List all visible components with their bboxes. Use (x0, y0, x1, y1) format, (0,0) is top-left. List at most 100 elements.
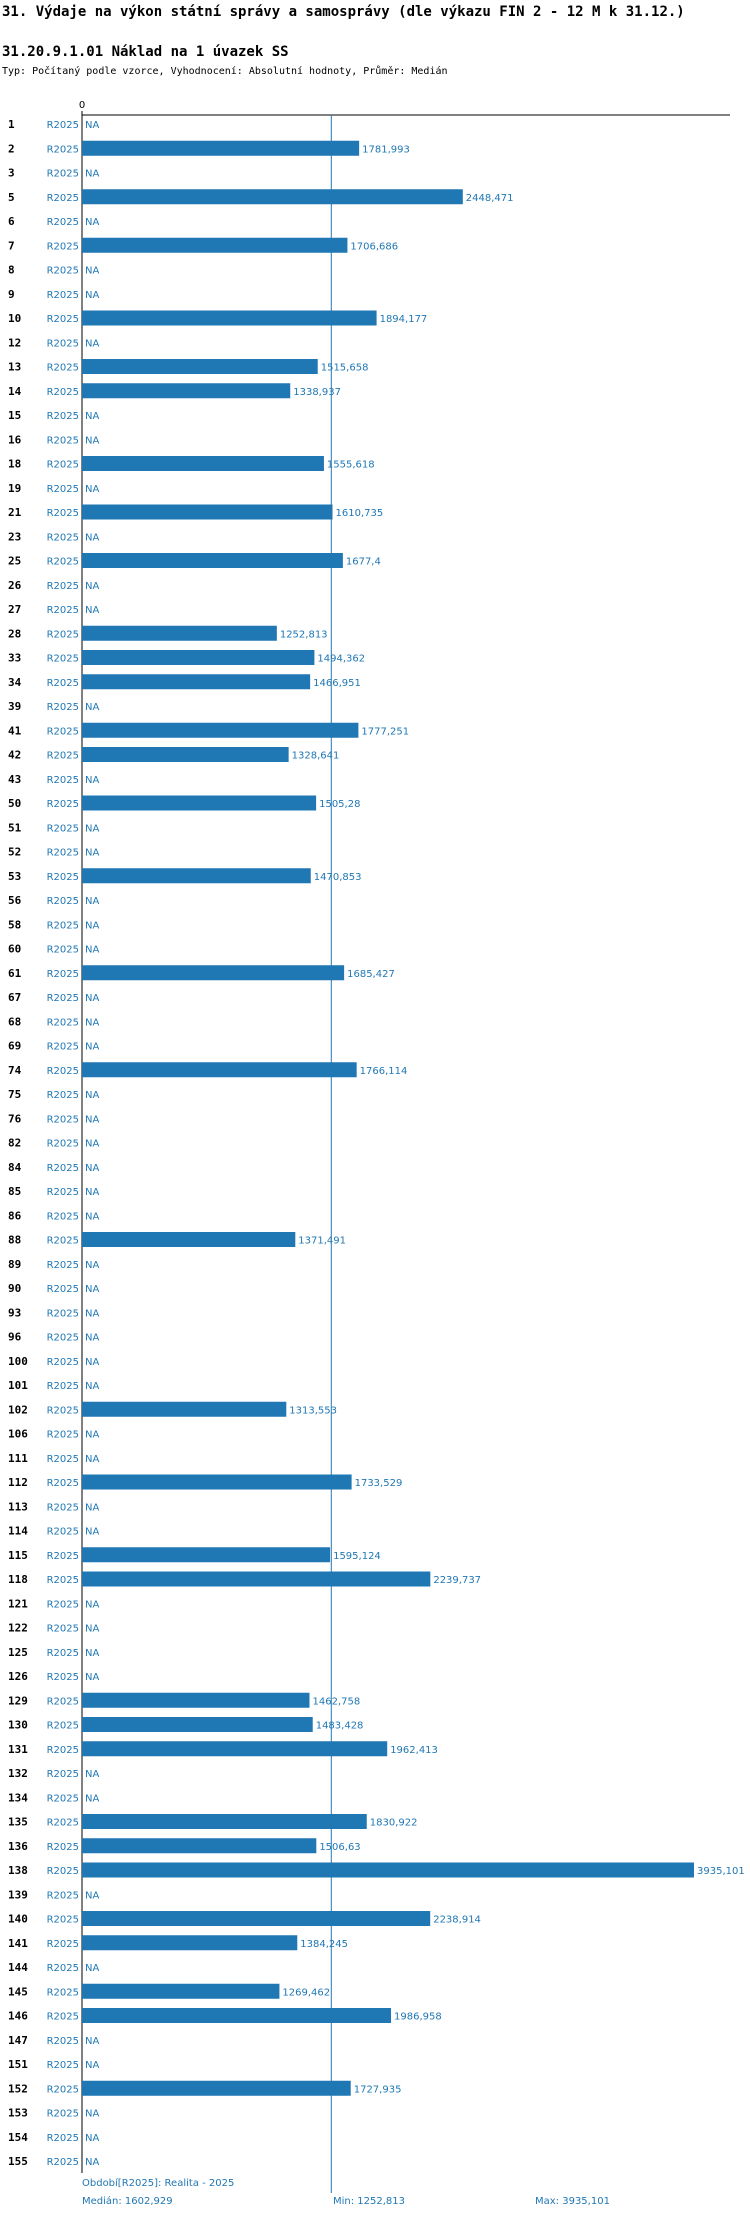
row-period-label: R2025 (47, 1721, 79, 1732)
bar-value-label: 1685,427 (347, 969, 395, 980)
row-na-label: NA (85, 2109, 99, 2120)
row-na-label: NA (85, 1211, 99, 1222)
row-period-label: R2025 (47, 1284, 79, 1295)
row-label: 114 (8, 1525, 28, 1538)
row-label: 25 (8, 555, 21, 568)
row-label: 13 (8, 361, 21, 374)
row-label: 89 (8, 1258, 21, 1271)
row-period-label: R2025 (47, 241, 79, 252)
row-period-label: R2025 (47, 144, 79, 155)
row-label: 6 (8, 215, 15, 228)
row-na-label: NA (85, 1042, 99, 1053)
row-label: 53 (8, 870, 21, 883)
row-period-label: R2025 (47, 945, 79, 956)
row-label: 100 (8, 1355, 28, 1368)
row-period-label: R2025 (47, 2036, 79, 2047)
data-bar (82, 1717, 313, 1732)
data-bar (82, 504, 333, 520)
data-bar (82, 2080, 351, 2096)
row-period-label: R2025 (47, 1042, 79, 1053)
bar-value-label: 1830,922 (370, 1818, 418, 1829)
row-label: 9 (8, 288, 15, 301)
row-period-label: R2025 (47, 1163, 79, 1174)
row-na-label: NA (85, 848, 99, 859)
row-na-label: NA (85, 581, 99, 592)
data-bar (82, 1935, 298, 1951)
row-na-label: NA (85, 1648, 99, 1659)
data-bar (82, 310, 377, 326)
bar-value-label: 1328,641 (292, 751, 340, 762)
row-period-label: R2025 (47, 1551, 79, 1562)
row-label: 34 (8, 676, 22, 689)
row-period-label: R2025 (47, 605, 79, 616)
row-period-label: R2025 (47, 1769, 79, 1780)
data-bar (82, 189, 463, 205)
row-period-label: R2025 (47, 1745, 79, 1756)
row-period-label: R2025 (47, 726, 79, 737)
row-period-label: R2025 (47, 314, 79, 325)
data-bar (82, 1983, 280, 1999)
row-na-label: NA (85, 169, 99, 180)
row-label: 28 (8, 627, 21, 640)
row-period-label: R2025 (47, 290, 79, 301)
row-period-label: R2025 (47, 1260, 79, 1271)
row-period-label: R2025 (47, 508, 79, 519)
row-period-label: R2025 (47, 775, 79, 786)
row-na-label: NA (85, 411, 99, 422)
row-period-label: R2025 (47, 557, 79, 568)
data-bar (82, 1232, 296, 1247)
row-period-label: R2025 (47, 2084, 79, 2095)
data-bar (82, 795, 317, 811)
bar-value-label: 1766,114 (360, 1066, 408, 1077)
row-label: 146 (8, 2010, 28, 2023)
row-period-label: R2025 (47, 411, 79, 422)
bar-value-label: 1706,686 (350, 241, 398, 252)
row-period-label: R2025 (47, 1987, 79, 1998)
row-period-label: R2025 (47, 1430, 79, 1441)
row-label: 118 (8, 1573, 28, 1586)
row-na-label: NA (85, 2060, 99, 2071)
data-bar (82, 2008, 392, 2023)
row-period-label: R2025 (47, 969, 79, 980)
row-period-label: R2025 (47, 1866, 79, 1877)
row-label: 14 (8, 385, 22, 398)
bar-value-label: 2238,914 (433, 1915, 481, 1926)
row-na-label: NA (85, 1454, 99, 1465)
row-label: 67 (8, 991, 21, 1004)
row-label: 26 (8, 579, 22, 592)
row-period-label: R2025 (47, 169, 79, 180)
bar-value-label: 1384,245 (300, 1939, 348, 1950)
row-label: 147 (8, 2034, 28, 2047)
row-period-label: R2025 (47, 1308, 79, 1319)
bar-value-label: 2448,471 (466, 193, 514, 204)
row-na-label: NA (85, 1163, 99, 1174)
row-period-label: R2025 (47, 1187, 79, 1198)
row-period-label: R2025 (47, 1114, 79, 1125)
row-period-label: R2025 (47, 1502, 79, 1513)
row-period-label: R2025 (47, 484, 79, 495)
row-label: 131 (8, 1743, 28, 1756)
row-na-label: NA (85, 775, 99, 786)
bar-value-label: 1506,63 (319, 1842, 360, 1853)
row-label: 155 (8, 2155, 28, 2168)
row-label: 102 (8, 1403, 28, 1416)
row-label: 52 (8, 846, 21, 859)
row-period-label: R2025 (47, 460, 79, 471)
bar-value-label: 1781,993 (362, 144, 410, 155)
row-na-label: NA (85, 266, 99, 277)
row-period-label: R2025 (47, 193, 79, 204)
data-bar (82, 1401, 287, 1417)
row-label: 88 (8, 1234, 21, 1247)
row-period-label: R2025 (47, 1066, 79, 1077)
row-label: 86 (8, 1209, 22, 1222)
row-period-label: R2025 (47, 920, 79, 931)
row-period-label: R2025 (47, 1139, 79, 1150)
data-bar (82, 359, 318, 374)
row-period-label: R2025 (47, 1357, 79, 1368)
data-bar (82, 1911, 431, 1926)
data-bar (82, 965, 345, 981)
row-label: 141 (8, 1937, 28, 1950)
bar-value-label: 1462,758 (312, 1696, 360, 1707)
bar-value-label: 1986,958 (394, 2012, 442, 2023)
